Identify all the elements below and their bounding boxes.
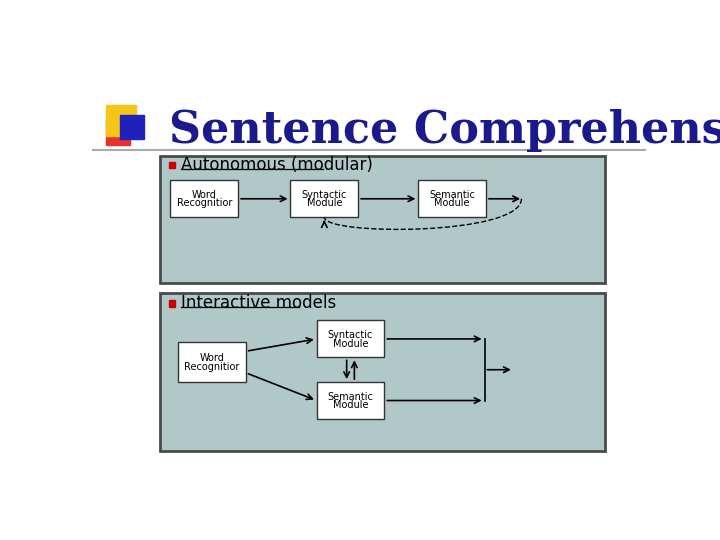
Bar (106, 120, 130, 145)
Bar (120, 115, 144, 139)
Text: Interactive models: Interactive models (181, 294, 336, 313)
Text: Module: Module (333, 400, 368, 410)
Text: Syntactic: Syntactic (302, 190, 347, 200)
Bar (171, 180, 238, 217)
Text: Semantic: Semantic (328, 392, 374, 402)
Text: Module: Module (333, 339, 368, 348)
Text: Syntactic: Syntactic (328, 330, 373, 340)
Text: Module: Module (434, 198, 470, 208)
Bar (317, 320, 384, 357)
Text: Recognitior: Recognitior (176, 198, 232, 208)
Text: Autonomous (modular): Autonomous (modular) (181, 156, 373, 174)
Bar (178, 342, 246, 382)
Text: Recognitior: Recognitior (184, 362, 240, 372)
Bar (168, 162, 175, 168)
Text: Word: Word (199, 353, 225, 363)
Text: Semantic: Semantic (429, 190, 475, 200)
Text: Word: Word (192, 190, 217, 200)
Bar (106, 105, 137, 136)
Text: Sentence Comprehension: Sentence Comprehension (168, 109, 720, 152)
Bar (317, 382, 384, 419)
Bar (160, 294, 605, 451)
Bar (290, 180, 359, 217)
Text: Module: Module (307, 198, 342, 208)
Bar (418, 180, 486, 217)
Bar (160, 156, 605, 283)
Bar (168, 300, 175, 307)
